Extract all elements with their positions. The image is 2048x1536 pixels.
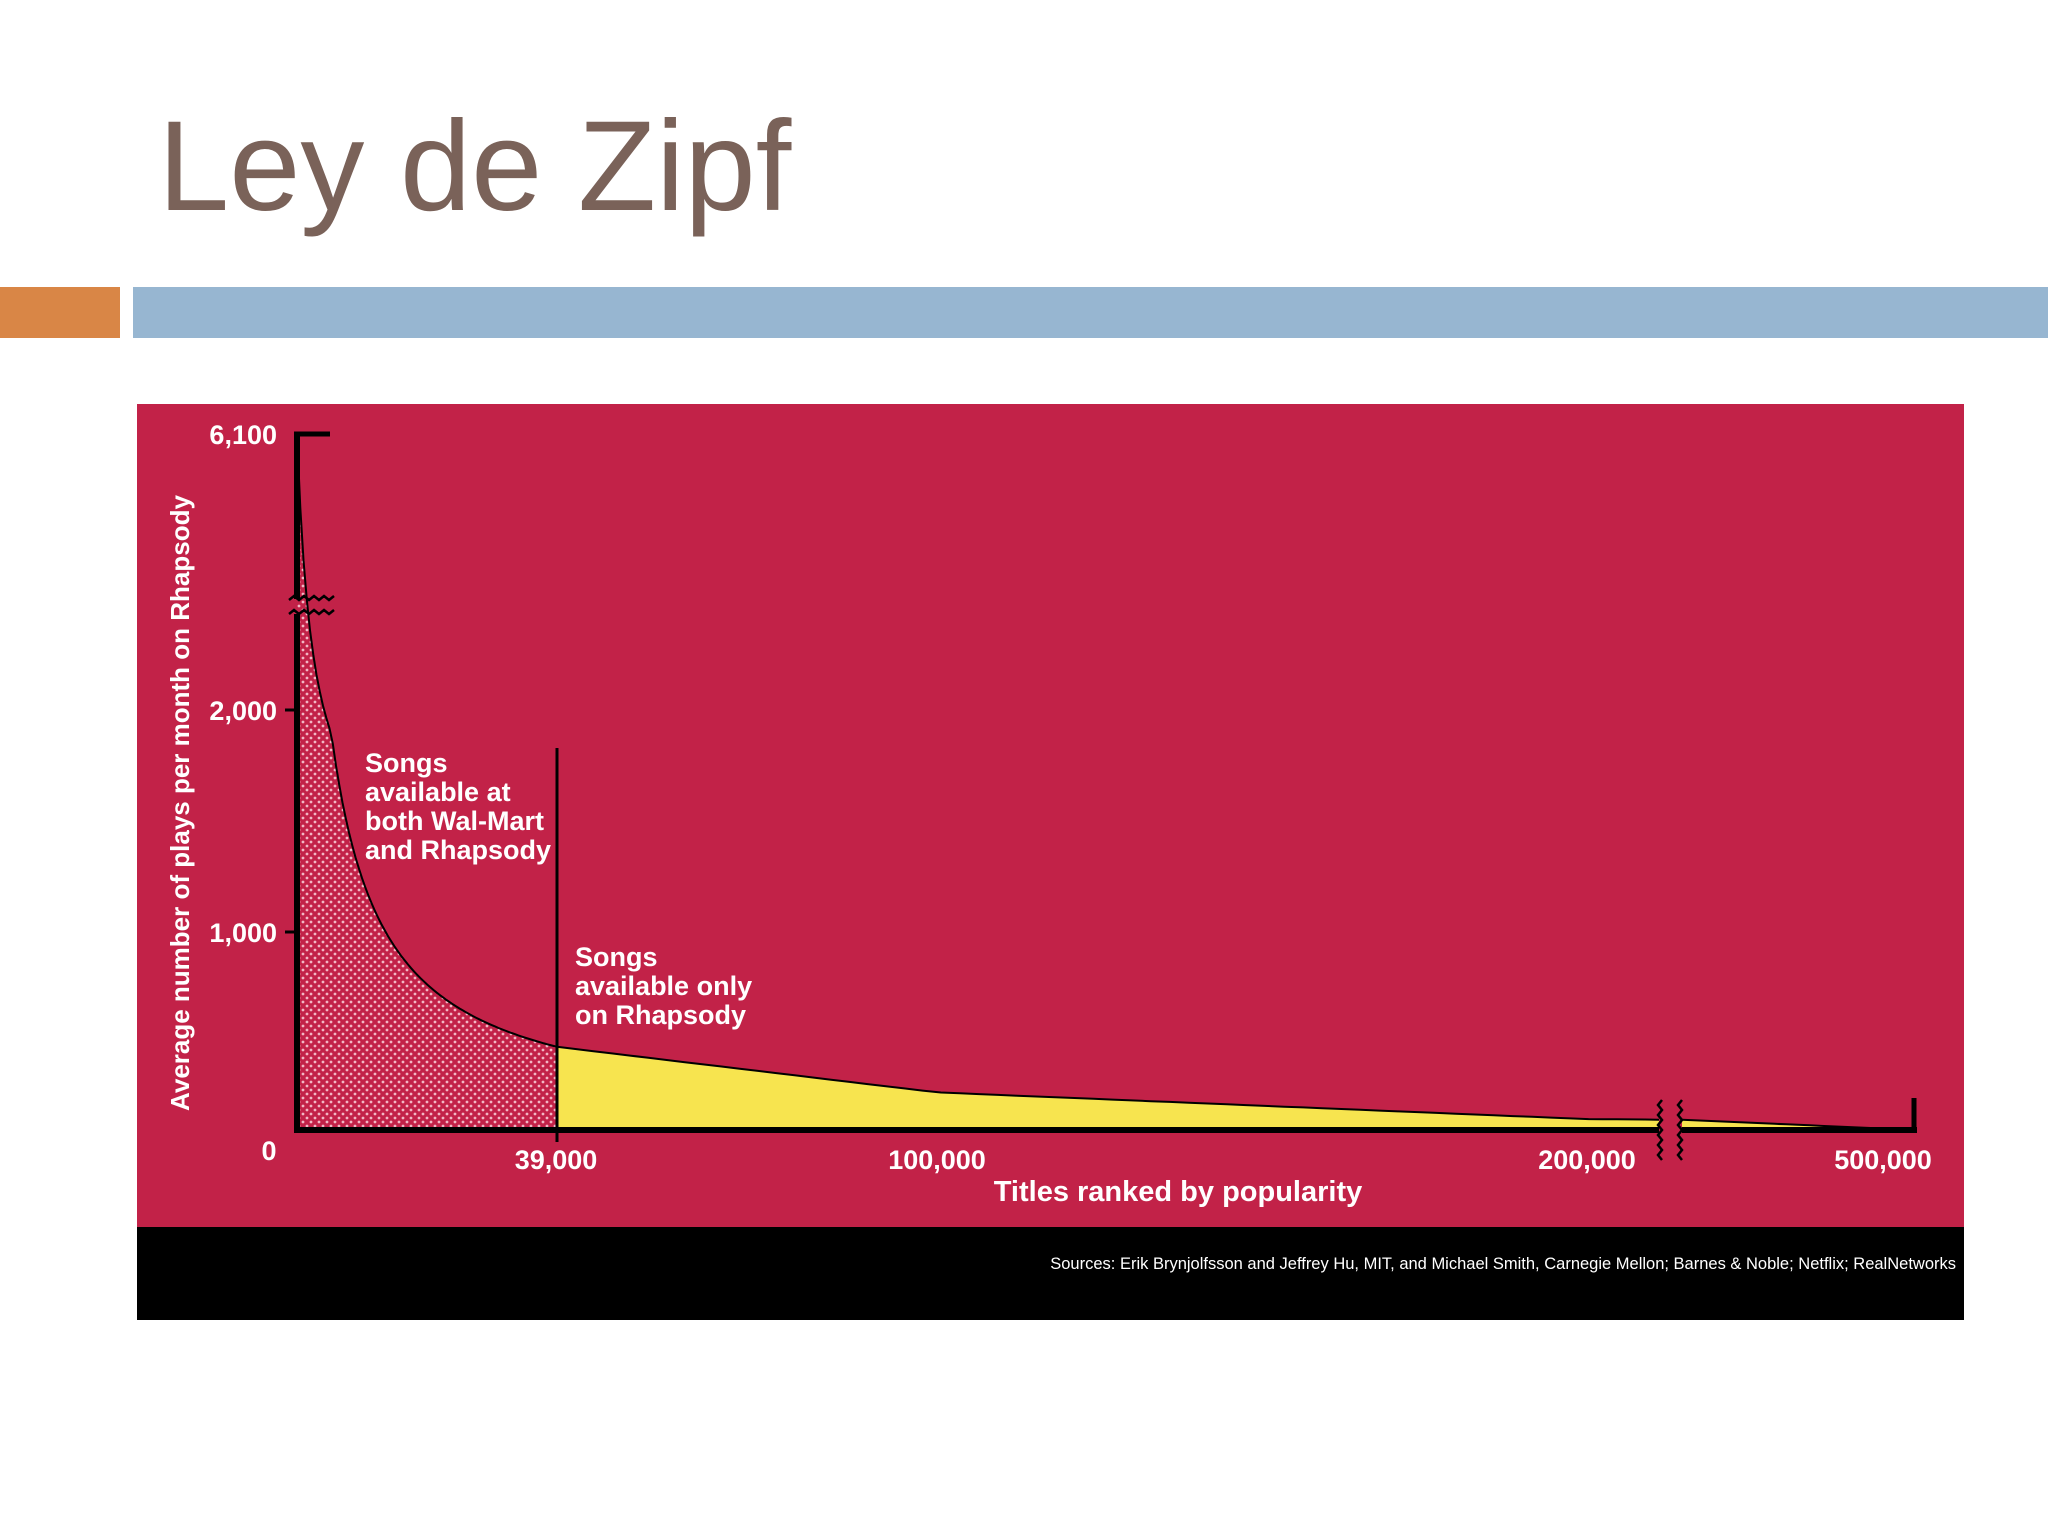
- x-tick-label-500000: 500,000: [1834, 1145, 1932, 1175]
- chart-svg: 6,100 2,000 1,000 0 39,000 100,000 200,0…: [165, 420, 1932, 1208]
- slide-title: Ley de Zipf: [158, 95, 792, 238]
- long-tail-chart: 6,100 2,000 1,000 0 39,000 100,000 200,0…: [137, 404, 1964, 1320]
- y-tick-label-1000: 1,000: [209, 918, 277, 948]
- title-accent-orange-bar: [0, 287, 120, 338]
- region-label-both: Songs available at both Wal-Mart and Rha…: [365, 748, 551, 865]
- x-tick-label-0: 0: [261, 1136, 276, 1166]
- x-axis-title: Titles ranked by popularity: [994, 1176, 1363, 1208]
- source-text: Sources: Erik Brynjolfsson and Jeffrey H…: [1050, 1255, 1956, 1273]
- region-both-walmart-rhapsody: [297, 434, 557, 1130]
- region-label-both-line-4: and Rhapsody: [365, 835, 551, 865]
- y-tick-label-6100: 6,100: [209, 420, 277, 450]
- region-label-both-line-3: both Wal-Mart: [365, 806, 544, 836]
- x-axis-break-mark-right: [1676, 1099, 1684, 1161]
- region-label-rhapsody-line-2: available only: [575, 971, 752, 1001]
- x-tick-label-200000: 200,000: [1538, 1145, 1636, 1175]
- title-accent-blue-bar: [133, 287, 2048, 338]
- y-axis-break-mark-bottom: [288, 608, 335, 616]
- region-label-rhapsody-line-1: Songs: [575, 942, 658, 972]
- region-label-rhapsody-line-3: on Rhapsody: [575, 1000, 746, 1030]
- popularity-curve: [296, 433, 1915, 1131]
- region-rhapsody-only: [557, 1046, 1659, 1130]
- region-label-rhapsody-only: Songs available only on Rhapsody: [575, 942, 760, 1030]
- y-axis-title: Average number of plays per month on Rha…: [165, 495, 195, 1111]
- source-band: Sources: Erik Brynjolfsson and Jeffrey H…: [137, 1227, 1964, 1320]
- x-tick-label-100000: 100,000: [888, 1145, 986, 1175]
- region-label-both-line-1: Songs: [365, 748, 448, 778]
- x-axis-break-mark-left: [1656, 1099, 1664, 1161]
- y-axis-break-mark-top: [288, 594, 335, 602]
- x-tick-label-39000: 39,000: [515, 1145, 598, 1175]
- region-label-both-line-2: available at: [365, 777, 511, 807]
- y-tick-label-2000: 2,000: [209, 696, 277, 726]
